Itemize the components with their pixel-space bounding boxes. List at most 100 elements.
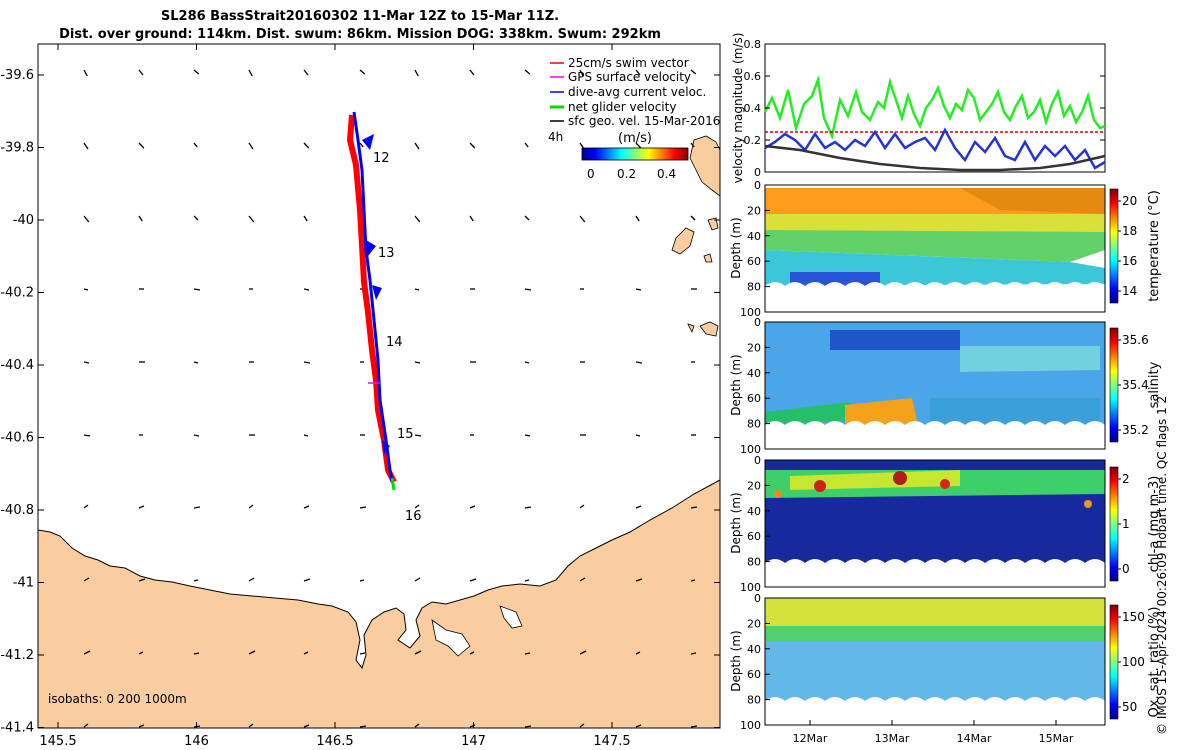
velocity-arrow (469, 69, 475, 76)
velocity-arrow (579, 723, 585, 728)
velocity-arrow (690, 725, 698, 728)
colorbar-tick-label: 18 (1122, 224, 1137, 238)
depth-tick-label: 80 (747, 281, 761, 294)
colorbar-tick-label: 1 (1122, 517, 1130, 531)
velocity-arrow (248, 215, 255, 223)
depth-tick-label: 20 (747, 617, 761, 630)
depth-tick-label: 40 (747, 505, 761, 518)
velocity-arrow (248, 69, 253, 77)
speed-colorbar: (m/s) 0 0.2 0.4 (581, 131, 689, 181)
velocity-tick-label: 0.6 (744, 70, 762, 83)
lat-tick-label: -41.4 (0, 721, 34, 736)
velocity-arrow (193, 288, 201, 291)
velocity-arrow (579, 504, 585, 509)
velocity-arrow (83, 361, 90, 364)
velocity-arrow (359, 579, 365, 582)
legend-suffix: 4h (548, 130, 563, 144)
velocity-arrow (524, 725, 532, 728)
velocity-arrow (193, 215, 199, 221)
map-legend: 25cm/s swim vector GPS surface velocity … (548, 56, 720, 144)
time-tick-label: 12Mar (793, 732, 828, 745)
velocity-arrow (303, 361, 311, 364)
velocity-arrow (414, 577, 421, 582)
velocity-arrow (414, 504, 420, 509)
depth-tick-label: 40 (747, 643, 761, 656)
velocity-arrow (138, 69, 144, 76)
legend-sfc-geo: sfc geo. vel. 15-Mar-2016 (568, 114, 720, 128)
day-label: 15 (397, 427, 414, 442)
lat-tick-label: -40.4 (0, 358, 34, 373)
lat-tick-label: -41 (13, 576, 34, 591)
velocity-arrow (414, 142, 420, 150)
lat-tick-label: -40 (13, 213, 34, 228)
time-axis: 12Mar 13Mar 14Mar 15Mar (793, 720, 1074, 745)
depth-axis-label: Depth (m) (729, 354, 743, 415)
velocity-arrow (193, 652, 200, 655)
velocity-arrow (138, 142, 145, 149)
depth-tick-label: 20 (747, 479, 761, 492)
velocity-arrow (524, 142, 529, 148)
velocity-arrow (193, 361, 199, 364)
figure-title: SL286 BassStrait20160302 11-Mar 12Z to 1… (0, 8, 720, 44)
velocity-panel: 0 0.2 0.4 0.6 0.8 velocity magnitude (m/s) (731, 33, 1106, 183)
velocity-arrow (359, 652, 366, 655)
colorbar-tick-label: 14 (1122, 284, 1137, 298)
velocity-arrow (635, 69, 641, 76)
velocity-arrow (248, 650, 256, 655)
legend-swim: 25cm/s swim vector (568, 56, 689, 70)
velocity-arrow (138, 215, 143, 222)
velocity-arrow (579, 577, 586, 582)
velocity-arrow (414, 361, 421, 364)
depth-tick-label: 0 (754, 592, 761, 605)
section-colorbar-label: salinity (1147, 361, 1162, 408)
colorbar-tick-label: 150 (1122, 610, 1145, 624)
velocity-arrow (414, 69, 419, 77)
velocity-arrow (138, 651, 144, 655)
velocity-arrow (469, 724, 476, 728)
colorbar-tick-label: 35.2 (1122, 423, 1149, 437)
section-colorbar-label: temperature (°C) (1147, 190, 1162, 302)
colorbar-tick: 0.2 (617, 167, 636, 181)
depth-tick-label: 60 (747, 668, 761, 681)
velocity-tick-label: 0.8 (744, 38, 762, 51)
latitude-axis: -39.6 -39.8 -40 -40.2 -40.4 -40.6 -40.8 -41 -41.… (0, 68, 720, 736)
colorbar-tick: 0.4 (657, 167, 676, 181)
velocity-arrow (414, 723, 420, 728)
velocity-arrow (359, 725, 367, 728)
velocity-arrow (635, 578, 643, 582)
section-colorbar-label: chl-a (mg m-3) (1147, 476, 1162, 573)
lat-tick-label: -39.8 (0, 141, 34, 156)
velocity-arrow (248, 142, 254, 150)
velocity-arrow (83, 215, 90, 223)
velocity-arrow (359, 69, 366, 75)
velocity-arrow (635, 142, 642, 149)
depth-tick-label: 0 (754, 179, 761, 192)
time-tick-label: 15Mar (1039, 732, 1074, 745)
velocity-y-axis: 0 0.2 0.4 0.6 0.8 (744, 38, 1105, 179)
lon-tick-label: 147.5 (593, 734, 630, 749)
isobaths-note: isobaths: 0 200 1000m (48, 692, 187, 706)
title-line-1: SL286 BassStrait20160302 11-Mar 12Z to 1… (160, 9, 560, 24)
colorbar-tick: 0 (587, 167, 595, 181)
time-tick-label: 13Mar (875, 732, 910, 745)
depth-tick-label: 40 (747, 230, 761, 243)
velocity-arrow (469, 578, 477, 582)
depth-tick-label: 60 (747, 392, 761, 405)
day-label: 12 (373, 151, 390, 166)
depth-tick-label: 80 (747, 418, 761, 431)
velocity-arrow (635, 505, 642, 509)
depth-tick-label: 60 (747, 255, 761, 268)
velocity-arrow (83, 434, 91, 437)
lat-tick-label: -40.2 (0, 286, 34, 301)
velocity-arrow (635, 724, 642, 728)
velocity-arrow (303, 505, 310, 509)
dive-avg-current-line (764, 127, 1106, 170)
lat-tick-label: -39.6 (0, 68, 34, 83)
lon-tick-label: 146 (184, 734, 209, 749)
depth-tick-label: 0 (754, 316, 761, 329)
velocity-arrow (83, 723, 89, 728)
colorbar-tick-label: 0 (1122, 562, 1130, 576)
velocity-arrow (579, 69, 584, 77)
velocity-arrow (303, 215, 308, 222)
